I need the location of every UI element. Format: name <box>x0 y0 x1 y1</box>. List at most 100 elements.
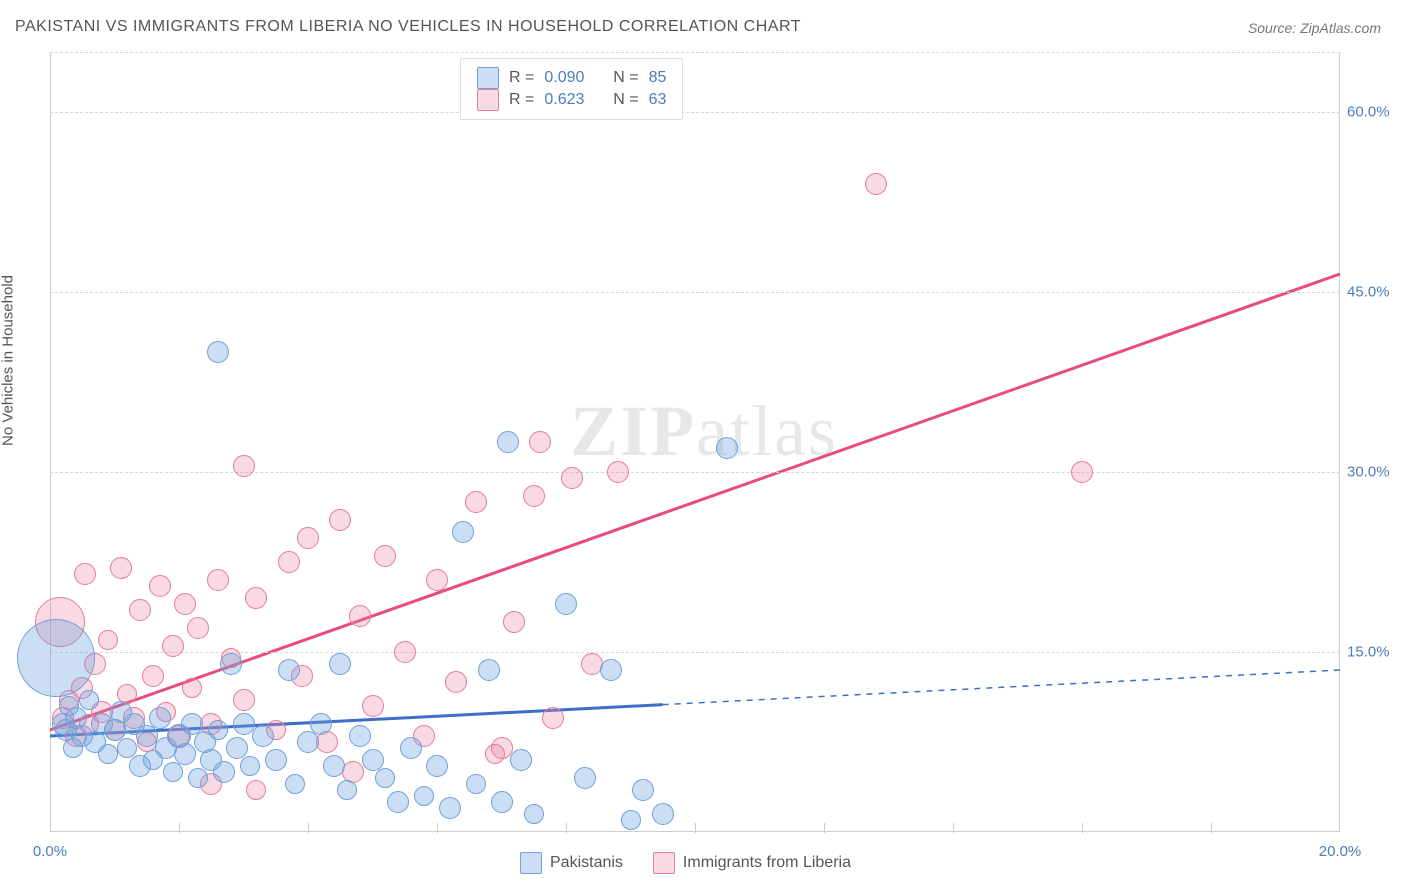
point-liberia <box>233 689 255 711</box>
xtick-label: 0.0% <box>33 843 67 860</box>
chart-title: PAKISTANI VS IMMIGRANTS FROM LIBERIA NO … <box>15 18 801 36</box>
point-pakistanis <box>265 749 287 771</box>
point-liberia <box>503 611 525 633</box>
r-value-pakistanis: 0.090 <box>544 69 584 87</box>
point-liberia <box>246 780 266 800</box>
point-liberia <box>394 641 416 663</box>
point-pakistanis <box>208 720 228 740</box>
swatch-pakistanis <box>477 67 499 89</box>
legend-row-liberia: R = 0.623 N = 63 <box>477 89 666 111</box>
point-pakistanis <box>574 767 596 789</box>
source-prefix: Source: <box>1248 20 1300 36</box>
point-liberia <box>110 557 132 579</box>
point-pakistanis <box>188 768 208 788</box>
point-pakistanis <box>220 653 242 675</box>
point-pakistanis <box>375 768 395 788</box>
point-pakistanis <box>285 774 305 794</box>
point-pakistanis <box>252 725 274 747</box>
point-pakistanis <box>226 737 248 759</box>
point-pakistanis <box>387 791 409 813</box>
point-pakistanis <box>632 779 654 801</box>
point-pakistanis <box>524 804 544 824</box>
r-value-liberia: 0.623 <box>544 91 584 109</box>
point-liberia <box>362 695 384 717</box>
series-label-pakistanis: Pakistanis <box>550 854 623 872</box>
point-pakistanis <box>213 761 235 783</box>
ytick-label: 45.0% <box>1347 284 1402 301</box>
r-label: R = <box>509 91 534 109</box>
point-pakistanis <box>17 619 95 697</box>
source-attribution: Source: ZipAtlas.com <box>1248 20 1381 36</box>
point-pakistanis <box>310 713 332 735</box>
point-liberia <box>129 599 151 621</box>
point-pakistanis <box>466 774 486 794</box>
point-pakistanis <box>174 743 196 765</box>
point-liberia <box>149 575 171 597</box>
plot-area: ZIPatlas 15.0%30.0%45.0%60.0%0.0%20.0% <box>50 52 1340 832</box>
correlation-legend: R = 0.090 N = 85 R = 0.623 N = 63 <box>460 58 683 120</box>
point-liberia <box>865 173 887 195</box>
point-pakistanis <box>478 659 500 681</box>
n-value-liberia: 63 <box>649 91 667 109</box>
point-pakistanis <box>240 756 260 776</box>
swatch-pakistanis <box>520 852 542 874</box>
point-liberia <box>233 455 255 477</box>
series-legend: Pakistanis Immigrants from Liberia <box>520 852 851 874</box>
gridline <box>50 52 1340 53</box>
xtick <box>1082 823 1083 833</box>
point-pakistanis <box>400 737 422 759</box>
point-liberia <box>523 485 545 507</box>
point-liberia <box>465 491 487 513</box>
point-liberia <box>1071 461 1093 483</box>
point-pakistanis <box>278 659 300 681</box>
ytick-label: 30.0% <box>1347 464 1402 481</box>
point-liberia <box>207 569 229 591</box>
point-pakistanis <box>452 521 474 543</box>
point-pakistanis <box>233 713 255 735</box>
point-liberia <box>426 569 448 591</box>
point-pakistanis <box>491 791 513 813</box>
point-liberia <box>542 707 564 729</box>
point-pakistanis <box>163 762 183 782</box>
xtick <box>179 823 180 833</box>
point-pakistanis <box>510 749 532 771</box>
point-pakistanis <box>600 659 622 681</box>
xtick <box>953 823 954 833</box>
point-pakistanis <box>652 803 674 825</box>
xtick <box>437 823 438 833</box>
point-pakistanis <box>716 437 738 459</box>
point-pakistanis <box>497 431 519 453</box>
legend-item-liberia: Immigrants from Liberia <box>653 852 851 874</box>
point-liberia <box>182 678 202 698</box>
point-pakistanis <box>439 797 461 819</box>
point-liberia <box>187 617 209 639</box>
point-pakistanis <box>414 786 434 806</box>
point-liberia <box>98 630 118 650</box>
point-liberia <box>607 461 629 483</box>
point-pakistanis <box>555 593 577 615</box>
point-pakistanis <box>149 707 171 729</box>
legend-row-pakistanis: R = 0.090 N = 85 <box>477 67 666 89</box>
n-value-pakistanis: 85 <box>649 69 667 87</box>
legend-item-pakistanis: Pakistanis <box>520 852 623 874</box>
ytick-label: 60.0% <box>1347 104 1402 121</box>
swatch-liberia <box>653 852 675 874</box>
point-liberia <box>278 551 300 573</box>
point-liberia <box>142 665 164 687</box>
trendline <box>50 274 1340 730</box>
point-pakistanis <box>426 755 448 777</box>
xtick <box>695 823 696 833</box>
xtick-label: 20.0% <box>1319 843 1362 860</box>
r-label: R = <box>509 69 534 87</box>
point-pakistanis <box>337 780 357 800</box>
swatch-liberia <box>477 89 499 111</box>
point-pakistanis <box>297 731 319 753</box>
y-axis-label: No Vehicles in Household <box>0 275 17 446</box>
gridline <box>50 652 1340 653</box>
trendline <box>663 670 1340 705</box>
chart-container: PAKISTANI VS IMMIGRANTS FROM LIBERIA NO … <box>0 0 1406 892</box>
point-liberia <box>374 545 396 567</box>
point-liberia <box>297 527 319 549</box>
xtick <box>566 823 567 833</box>
series-label-liberia: Immigrants from Liberia <box>683 854 851 872</box>
